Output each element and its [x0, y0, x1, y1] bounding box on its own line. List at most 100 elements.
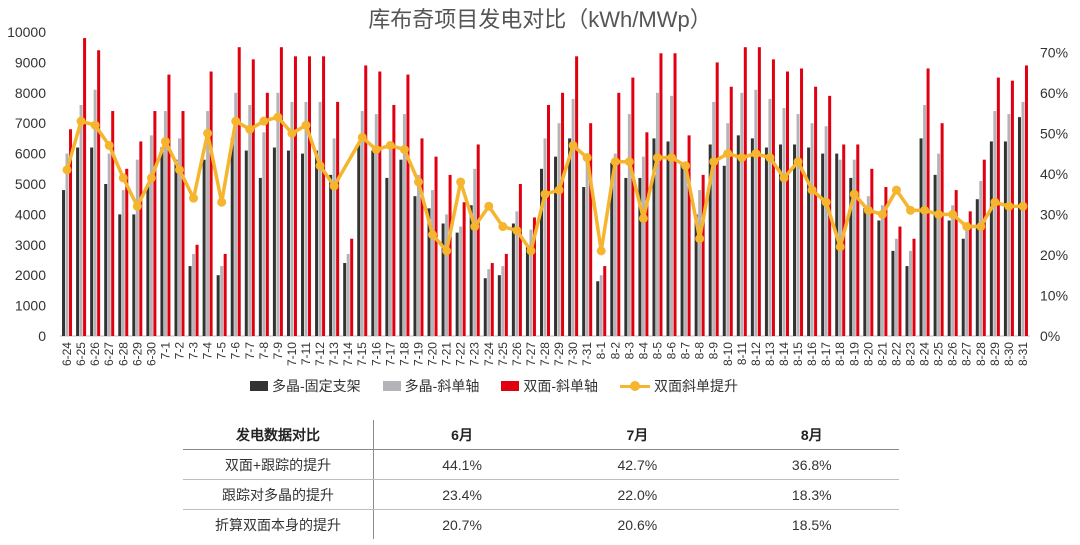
- bar: [793, 144, 797, 336]
- bar: [177, 138, 181, 336]
- bar: [940, 123, 944, 336]
- x-tick-label: 8-17: [819, 342, 833, 366]
- bar: [104, 184, 108, 336]
- x-tick-label: 6-24: [60, 342, 74, 366]
- bar: [121, 190, 125, 336]
- bar: [701, 174, 705, 336]
- legend-swatch: [250, 381, 268, 391]
- bar: [996, 77, 1000, 336]
- x-tick-label: 8-19: [847, 342, 861, 366]
- bar: [139, 141, 143, 336]
- uplift-point: [681, 161, 691, 171]
- bar: [90, 147, 94, 336]
- bar: [272, 147, 276, 336]
- y-tick-label: 10000: [7, 24, 46, 40]
- bar: [624, 177, 628, 336]
- x-tick-label: 8-18: [833, 342, 847, 366]
- bar: [276, 92, 280, 336]
- x-tick-label: 8-1: [594, 342, 608, 360]
- uplift-point: [751, 149, 761, 159]
- bar: [93, 89, 97, 336]
- bar: [111, 111, 115, 336]
- bar: [905, 266, 909, 336]
- uplift-point: [906, 205, 916, 215]
- bar: [420, 138, 424, 336]
- legend-label: 多晶-斜单轴: [404, 378, 480, 394]
- x-tick-label: 8-14: [777, 342, 791, 366]
- bar: [571, 98, 575, 336]
- bar: [490, 263, 494, 336]
- uplift-point: [948, 209, 958, 219]
- legend-item-mono-track: 多晶-斜单轴: [382, 376, 480, 396]
- x-tick-label: 8-23: [904, 342, 918, 366]
- table-cell: 23.4%: [373, 479, 551, 510]
- bar: [248, 104, 252, 337]
- bar: [336, 101, 340, 336]
- x-tick-label: 8-15: [791, 342, 805, 366]
- bar: [388, 141, 392, 336]
- x-tick-label: 7-24: [482, 342, 496, 366]
- bar: [290, 101, 294, 336]
- x-tick-label: 7-18: [397, 342, 411, 366]
- uplift-point: [132, 201, 142, 211]
- x-tick-label: 6-30: [144, 342, 158, 366]
- bar: [814, 86, 818, 336]
- bar: [880, 205, 884, 336]
- bar: [589, 123, 593, 336]
- bar: [234, 92, 238, 336]
- x-tick-label: 8-8: [693, 342, 707, 360]
- x-tick-label: 8-13: [763, 342, 777, 366]
- bar: [364, 65, 368, 336]
- uplift-point: [146, 173, 156, 183]
- bar: [951, 205, 955, 336]
- bar: [856, 144, 860, 336]
- bar: [729, 86, 733, 336]
- uplift-point: [610, 157, 620, 167]
- x-tick-label: 8-25: [932, 342, 946, 366]
- bar: [894, 238, 898, 336]
- uplift-point: [877, 209, 887, 219]
- bar: [736, 135, 740, 336]
- bar: [543, 138, 547, 336]
- y-tick-label: 6000: [15, 146, 46, 162]
- table-cell: 折算双面本身的提升: [183, 509, 374, 539]
- bar: [153, 111, 157, 336]
- x-tick-label: 7-4: [201, 342, 215, 360]
- x-tick-label: 6-25: [74, 342, 88, 366]
- uplift-point: [329, 181, 339, 191]
- table-cell: 跟踪对多晶的提升: [183, 479, 374, 510]
- bar: [304, 101, 308, 336]
- bar: [568, 138, 572, 336]
- bar: [947, 220, 951, 336]
- uplift-point: [568, 140, 578, 150]
- bar: [540, 168, 543, 336]
- x-tick-label: 7-21: [440, 342, 454, 366]
- x-tick-label: 7-11: [299, 342, 313, 365]
- bar: [392, 104, 396, 337]
- bar: [715, 62, 719, 337]
- x-tick-label: 7-7: [243, 342, 257, 360]
- table-cell: 20.6%: [617, 516, 658, 533]
- bar: [441, 223, 445, 336]
- x-tick-label: 7-8: [257, 342, 271, 360]
- bar: [884, 187, 888, 336]
- bar: [1024, 65, 1028, 336]
- bar: [852, 159, 856, 336]
- x-tick-label: 7-6: [229, 342, 243, 360]
- x-tick-label: 7-22: [454, 342, 468, 366]
- bar: [673, 53, 677, 336]
- uplift-point: [765, 153, 775, 163]
- legend-item-uplift: 双面斜单提升: [620, 376, 738, 396]
- bar: [712, 101, 716, 336]
- table-cell: 36.8%: [724, 449, 899, 480]
- bar: [445, 214, 449, 336]
- table-header: 8月: [724, 420, 899, 450]
- bar: [125, 168, 129, 336]
- bar: [431, 190, 435, 336]
- bar: [76, 147, 80, 336]
- x-tick-label: 8-12: [749, 342, 763, 366]
- x-tick-label: 7-17: [383, 342, 397, 366]
- bar: [561, 92, 565, 336]
- bar: [659, 53, 663, 336]
- bar: [898, 226, 902, 336]
